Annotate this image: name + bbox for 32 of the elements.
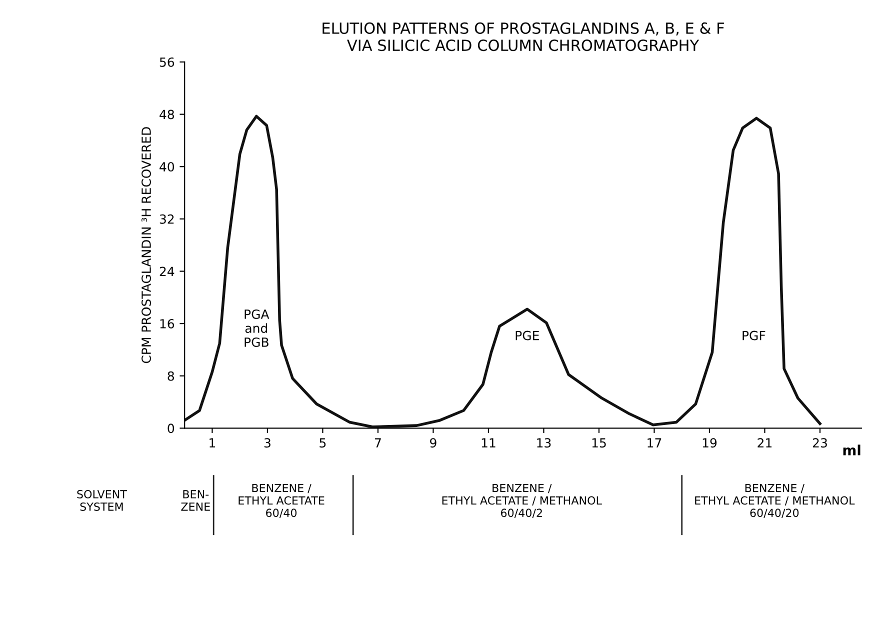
line-series: [184, 114, 822, 428]
text: BENZENE / ETHYL ACETATE / METHANOL 60/40/20: [695, 484, 855, 518]
text: SOLVENT SYSTEM: [77, 490, 127, 511]
x-tick-label: 17: [648, 438, 662, 448]
x-tick-label: 5: [320, 438, 326, 448]
text: BENZENE / ETHYL ACETATE / METHANOL 60/40/2: [442, 484, 602, 518]
y-axis-title: CPM PROSTAGLANDIN ³H RECOVERED: [142, 127, 151, 364]
y-tick-label: 56: [160, 57, 174, 67]
chart-title: ELUTION PATTERNS OF PROSTAGLANDINS A, B, E & F VIA SILICIC ACID COLUMN CHROMATOGRAPHY: [322, 22, 724, 52]
x-tick-label: 3: [264, 438, 270, 448]
x-axis-title: ml: [843, 444, 860, 456]
y-tick-label: 40: [160, 162, 174, 172]
x-tick-label: 1: [210, 438, 216, 448]
x-tick-label: 13: [537, 438, 551, 448]
x-tick-label: 23: [812, 438, 827, 448]
y-tick-label: 0: [168, 424, 174, 434]
y-tick-label: 24: [160, 266, 174, 276]
y-tick-label: 8: [168, 371, 174, 381]
x-tick-label: 21: [758, 438, 772, 448]
x-tick-label: 15: [592, 438, 606, 448]
text: BENZENE / ETHYL ACETATE 60/40: [238, 484, 324, 518]
text: BEN- ZENE: [181, 490, 210, 511]
x-tick-label: 9: [430, 438, 436, 448]
y-tick-label: 32: [160, 214, 174, 224]
annotation: PGA and PGB: [244, 309, 270, 347]
x-tick-label: 7: [375, 438, 381, 448]
annotation: PGF: [742, 330, 766, 340]
x-tick-label: 19: [702, 438, 717, 448]
x-tick-label: 11: [482, 438, 496, 448]
y-tick-label: 16: [160, 319, 174, 328]
y-tick-label: 48: [160, 110, 174, 120]
annotation: PGE: [516, 330, 539, 340]
